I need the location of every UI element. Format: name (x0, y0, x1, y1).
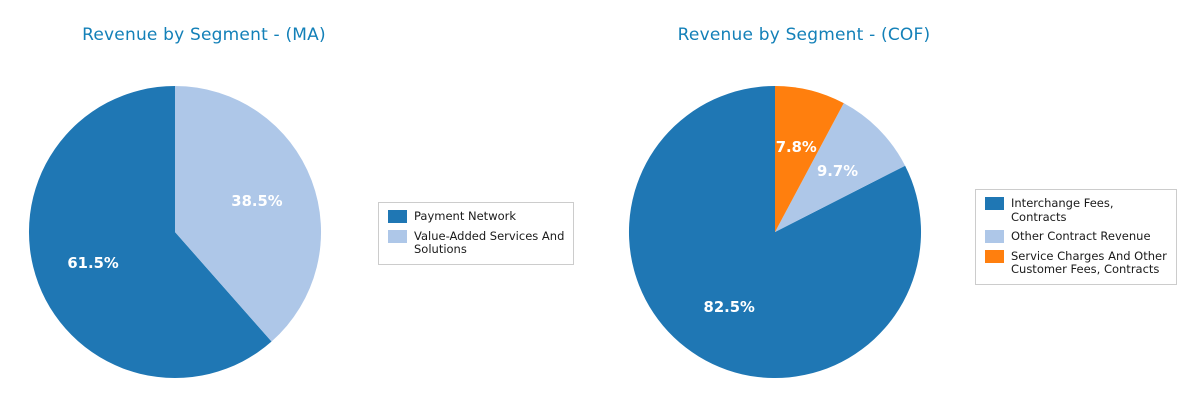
pie-slice (628, 85, 922, 379)
legend-item: Interchange Fees, Contracts (985, 196, 1167, 224)
pie-value-label: 9.7% (817, 163, 858, 180)
legend-swatch (388, 210, 407, 223)
chart-title-cof: Revenue by Segment - (COF) (677, 25, 931, 45)
pie-value-label: 61.5% (67, 255, 119, 272)
legend-swatch (985, 249, 1004, 263)
legend-item: Value-Added Services And Solutions (388, 228, 565, 257)
legend-swatch (985, 197, 1004, 210)
legend-swatch (388, 229, 407, 243)
pie-slice (28, 85, 272, 379)
chart-title-ma: Revenue by Segment - (MA) (82, 25, 326, 45)
legend-item: Other Contract Revenue (985, 230, 1167, 244)
pie-chart-cof: Revenue by Segment - (COF) 82.5% 9.7% 7.8%… (600, 0, 1200, 404)
legend-label: Value-Added Services And Solutions (414, 228, 565, 257)
pie-slice (175, 85, 322, 342)
pie-value-label: 38.5% (231, 193, 283, 210)
pie-cof: 82.5% 9.7%7.8% (628, 85, 922, 379)
pie-slice (775, 103, 906, 232)
legend-swatch (985, 230, 1004, 244)
legend-ma: Payment Network Value-Added Services And … (378, 202, 575, 265)
legend-label: Interchange Fees, Contracts (1011, 196, 1114, 224)
pie-ma: 61.5% 38.5% (28, 85, 322, 379)
legend-item: Service Charges And Other Customer Fees,… (985, 248, 1167, 277)
pie-value-label: 7.8% (776, 139, 817, 156)
legend-label: Payment Network (414, 209, 517, 223)
pie-chart-ma: Revenue by Segment - (MA) 61.5% 38.5% Pay… (28, 25, 575, 379)
legend-item: Payment Network (388, 209, 564, 224)
pie-slice (775, 85, 844, 233)
legend-cof: Interchange Fees, Contracts Other Contrac… (975, 189, 1177, 285)
legend-label: Service Charges And Other Customer Fees,… (1011, 248, 1167, 277)
legend-label: Other Contract Revenue (1011, 229, 1151, 244)
pie-value-label: 82.5% (704, 299, 756, 316)
